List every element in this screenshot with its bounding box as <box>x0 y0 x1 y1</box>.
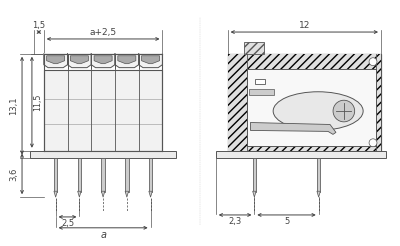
Bar <box>54 158 57 192</box>
Bar <box>253 158 256 192</box>
Circle shape <box>369 139 377 147</box>
Bar <box>248 54 376 69</box>
Text: 11,5: 11,5 <box>33 93 42 111</box>
Text: 1,5: 1,5 <box>32 21 46 30</box>
Polygon shape <box>94 56 112 64</box>
Polygon shape <box>118 56 136 64</box>
Polygon shape <box>91 54 115 68</box>
Bar <box>216 151 386 158</box>
Polygon shape <box>101 191 105 197</box>
Bar <box>228 54 248 151</box>
Ellipse shape <box>273 92 363 130</box>
Polygon shape <box>78 191 81 197</box>
Polygon shape <box>149 191 152 197</box>
Text: a: a <box>100 230 106 240</box>
Bar <box>228 54 381 151</box>
Bar <box>44 70 162 151</box>
Polygon shape <box>68 54 91 68</box>
Circle shape <box>369 58 377 66</box>
Bar <box>101 158 105 192</box>
Polygon shape <box>47 56 65 64</box>
Polygon shape <box>54 191 57 197</box>
Bar <box>376 54 381 151</box>
Bar <box>317 158 320 192</box>
Text: 13,1: 13,1 <box>9 96 18 115</box>
Bar <box>78 158 81 192</box>
Bar <box>250 89 274 95</box>
Text: a+2,5: a+2,5 <box>90 28 117 37</box>
Bar <box>248 69 376 146</box>
Bar <box>255 79 265 84</box>
Text: 12: 12 <box>299 21 310 30</box>
Text: 2,5: 2,5 <box>61 219 74 228</box>
Polygon shape <box>125 191 128 197</box>
Text: 3,6: 3,6 <box>9 167 18 181</box>
Polygon shape <box>70 56 88 64</box>
Bar <box>228 54 381 151</box>
Bar <box>244 42 264 54</box>
Bar <box>30 151 176 158</box>
Polygon shape <box>115 54 139 68</box>
Text: 5: 5 <box>284 217 289 226</box>
Text: 2,3: 2,3 <box>228 217 242 226</box>
Polygon shape <box>253 191 256 197</box>
Polygon shape <box>139 54 162 68</box>
Polygon shape <box>250 123 336 134</box>
Bar <box>248 146 376 151</box>
Bar <box>149 158 152 192</box>
Polygon shape <box>142 56 160 64</box>
Circle shape <box>333 100 355 122</box>
Polygon shape <box>317 191 320 197</box>
Polygon shape <box>44 54 68 68</box>
Bar <box>125 158 128 192</box>
